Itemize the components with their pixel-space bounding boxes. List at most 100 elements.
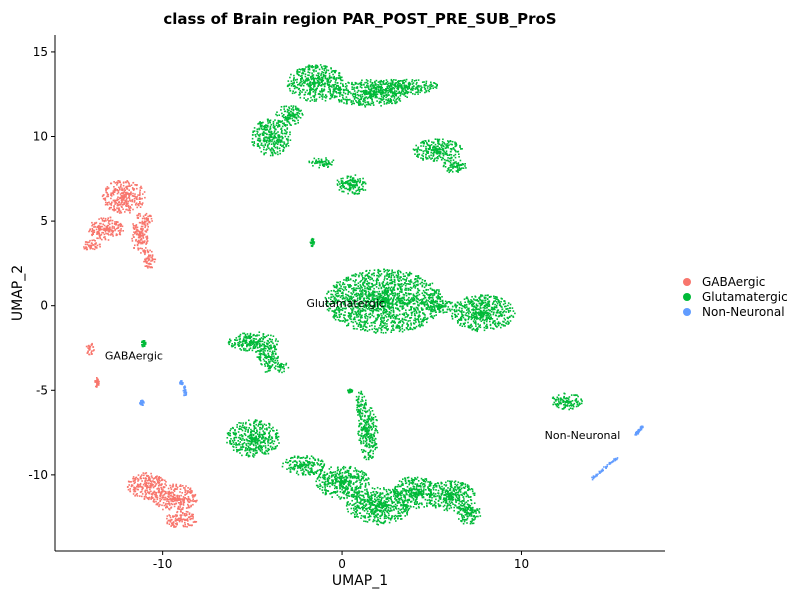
data-point — [306, 83, 308, 86]
data-point — [172, 483, 174, 486]
data-point — [456, 163, 458, 165]
data-point — [347, 91, 350, 94]
data-point — [155, 503, 158, 506]
data-point — [399, 299, 401, 301]
data-point — [425, 82, 427, 84]
data-point — [174, 514, 177, 516]
data-point — [293, 82, 295, 84]
data-point — [307, 74, 309, 76]
data-point — [437, 139, 440, 142]
data-point — [144, 265, 147, 267]
data-point — [98, 382, 100, 385]
data-point — [375, 93, 377, 96]
data-point — [103, 220, 106, 223]
data-point — [383, 271, 386, 273]
data-point — [350, 101, 352, 103]
data-point — [345, 182, 347, 185]
data-point — [391, 325, 393, 328]
data-point — [364, 323, 367, 325]
data-point — [111, 231, 114, 233]
data-point — [172, 500, 175, 503]
data-point — [417, 156, 419, 158]
data-point — [411, 297, 413, 299]
data-point — [138, 236, 140, 239]
data-point — [356, 299, 359, 301]
data-point — [364, 309, 366, 311]
data-point — [163, 486, 165, 488]
data-point — [382, 332, 385, 334]
data-point — [335, 84, 338, 87]
data-point — [346, 324, 348, 327]
data-point — [397, 273, 400, 276]
data-point — [273, 127, 275, 129]
data-point — [386, 328, 388, 331]
data-point — [99, 222, 101, 225]
data-point — [430, 154, 432, 157]
data-point — [422, 294, 425, 296]
data-point — [347, 290, 350, 293]
data-point — [272, 120, 275, 123]
data-point — [315, 100, 317, 102]
data-point — [418, 316, 420, 319]
data-point — [280, 109, 282, 111]
data-point — [404, 88, 406, 91]
data-point — [385, 316, 388, 318]
data-point — [268, 133, 270, 136]
data-point — [155, 483, 158, 485]
data-point — [278, 136, 280, 138]
data-point — [371, 98, 373, 101]
data-point — [366, 84, 368, 87]
data-point — [96, 385, 98, 387]
data-point — [273, 145, 276, 148]
data-point — [290, 105, 293, 107]
data-point — [259, 147, 261, 149]
data-point — [416, 150, 419, 153]
data-point — [180, 509, 182, 511]
data-point — [175, 485, 177, 488]
data-point — [342, 177, 344, 180]
data-point — [335, 298, 337, 301]
data-point — [339, 186, 342, 189]
data-point — [108, 223, 111, 225]
data-point — [117, 190, 120, 192]
data-point — [103, 227, 105, 230]
data-point — [185, 510, 188, 513]
data-point — [164, 492, 166, 495]
data-point — [182, 512, 184, 514]
data-point — [358, 322, 361, 324]
data-point — [406, 87, 409, 89]
data-point — [420, 85, 422, 87]
data-point — [85, 345, 88, 348]
data-point — [433, 160, 436, 162]
data-point — [139, 491, 142, 493]
data-point — [277, 153, 279, 156]
data-point — [264, 144, 266, 147]
data-point — [185, 513, 188, 515]
data-point — [118, 208, 121, 211]
data-point — [326, 163, 329, 166]
data-point — [110, 182, 113, 185]
data-point — [366, 101, 369, 103]
data-point — [138, 240, 141, 242]
data-point — [321, 96, 324, 98]
data-point — [106, 202, 109, 204]
data-point — [376, 277, 379, 280]
data-point — [361, 182, 364, 185]
data-point — [103, 233, 106, 236]
data-point — [157, 489, 160, 492]
data-point — [293, 87, 296, 90]
data-point — [310, 84, 312, 87]
data-point — [379, 270, 382, 272]
data-point — [366, 286, 369, 289]
data-point — [416, 297, 418, 299]
data-point — [181, 520, 183, 523]
data-point — [437, 152, 439, 154]
data-point — [359, 95, 362, 98]
data-point — [345, 296, 347, 298]
data-point — [342, 182, 344, 185]
data-point — [330, 76, 333, 79]
data-point — [277, 122, 279, 124]
data-point — [107, 187, 110, 189]
data-point — [356, 193, 359, 195]
data-point — [345, 187, 348, 190]
